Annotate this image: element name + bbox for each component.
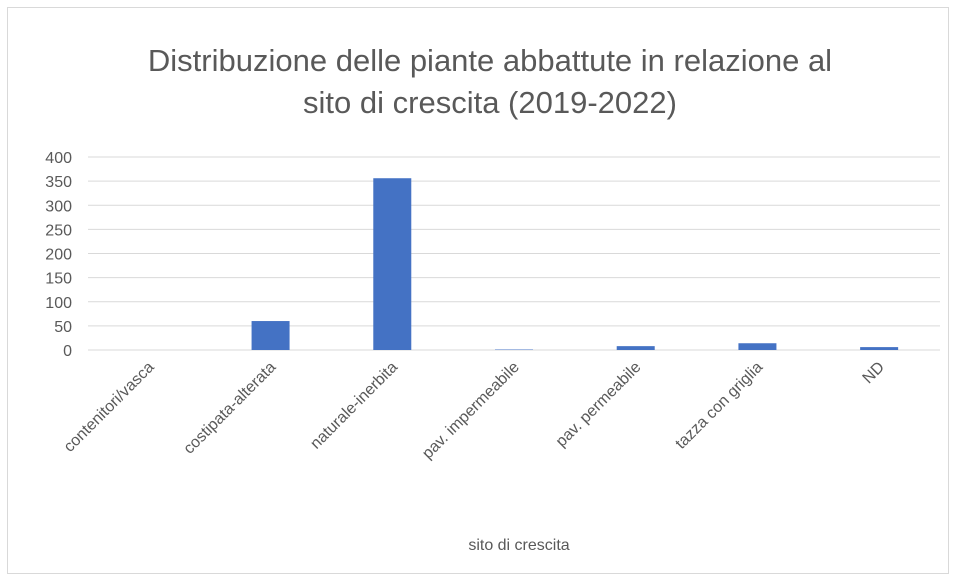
- y-tick-label: 0: [63, 343, 72, 360]
- y-tick-label: 200: [45, 247, 72, 264]
- chart-border: [7, 7, 949, 574]
- y-tick-label: 300: [45, 198, 72, 215]
- x-axis-label: sito di crescita: [468, 537, 569, 554]
- bar: [738, 343, 777, 350]
- y-tick-label: 100: [45, 295, 72, 312]
- chart-title: Distribuzione delle piante abbattute in …: [147, 43, 833, 120]
- bar: [616, 346, 655, 350]
- y-tick-label: 50: [54, 319, 72, 336]
- y-tick-label: 150: [45, 271, 72, 288]
- y-tick-label: 350: [45, 174, 72, 191]
- y-tick-label: 250: [45, 222, 72, 239]
- y-tick-label: 400: [45, 150, 72, 167]
- bar: [373, 178, 412, 350]
- bar: [860, 347, 899, 350]
- bar: [251, 321, 290, 350]
